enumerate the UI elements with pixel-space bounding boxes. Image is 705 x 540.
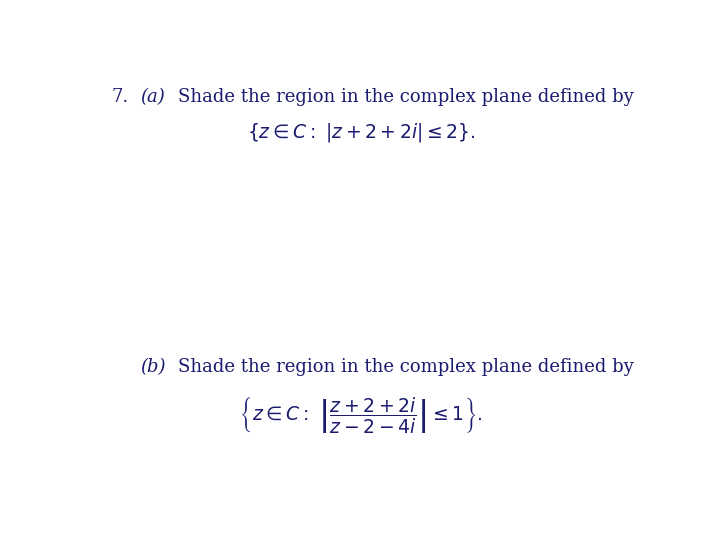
Text: Shade the region in the complex plane defined by: Shade the region in the complex plane de… [178,87,634,106]
Text: 7.: 7. [111,87,128,106]
Text: $\left\{z \in C :\ \left|\dfrac{z + 2 + 2i}{z - 2 - 4i}\right| \leq 1\right\}.$: $\left\{z \in C :\ \left|\dfrac{z + 2 + … [240,395,483,435]
Text: (a): (a) [140,87,165,106]
Text: Shade the region in the complex plane defined by: Shade the region in the complex plane de… [178,358,634,376]
Text: $\{z \in C :\ |z + 2 + 2i| \leq 2\}.$: $\{z \in C :\ |z + 2 + 2i| \leq 2\}.$ [247,121,476,144]
Text: (b): (b) [140,358,166,376]
